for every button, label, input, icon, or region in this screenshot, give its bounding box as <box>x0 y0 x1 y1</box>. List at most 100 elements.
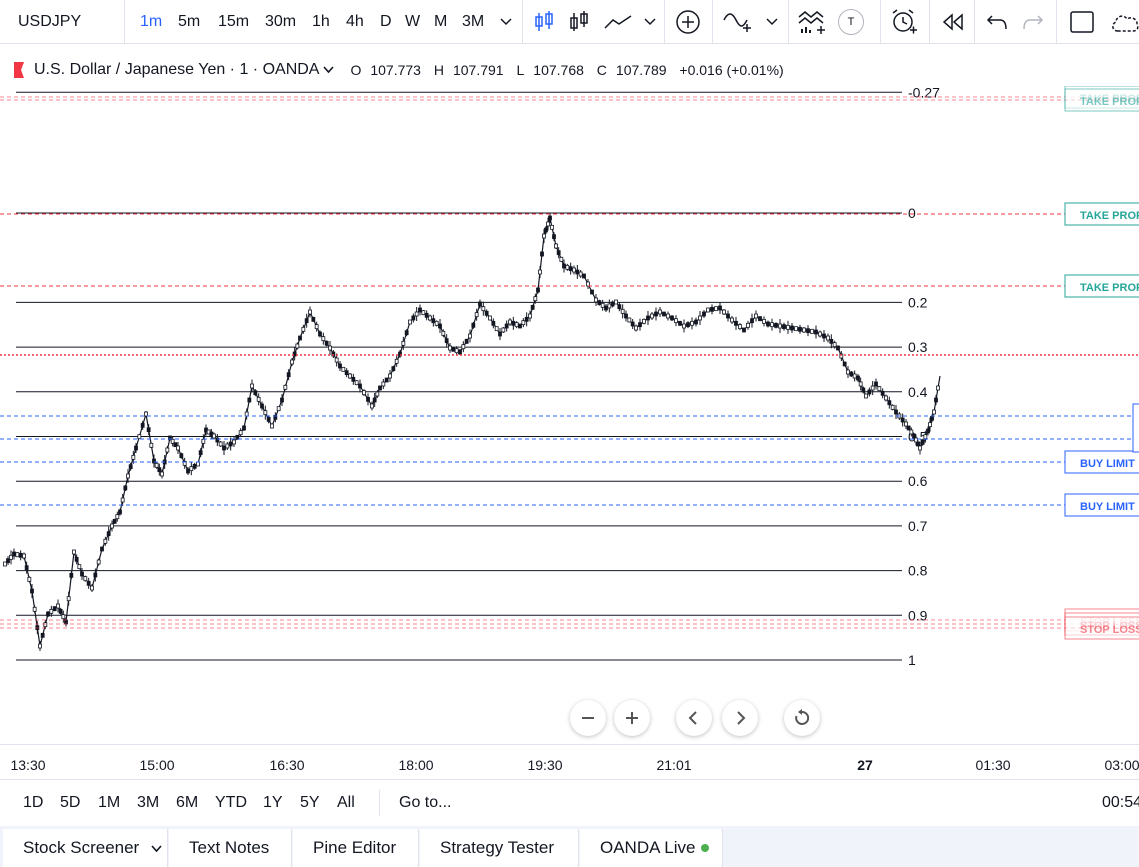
interval-5m[interactable]: 5m <box>178 13 201 30</box>
range-3m-button[interactable]: 3M <box>137 794 160 811</box>
interval-30m[interactable]: 30m <box>265 13 297 30</box>
indicators-icon[interactable] <box>675 0 701 44</box>
range-1d-button[interactable]: 1D <box>23 794 44 811</box>
tab-oanda-live[interactable]: OANDA Live <box>580 829 723 867</box>
candle-body <box>634 325 638 331</box>
interval-1h[interactable]: 1h <box>312 13 330 30</box>
chevron-down-icon[interactable] <box>500 0 512 44</box>
candle-body <box>654 311 658 317</box>
candle-body <box>115 514 120 520</box>
chevron-down-icon[interactable] <box>766 0 778 44</box>
candle-body <box>607 303 612 309</box>
candle-body <box>730 317 734 323</box>
undo-icon[interactable] <box>986 0 1008 44</box>
candle-body <box>215 437 220 443</box>
interval-3m[interactable]: 3M <box>462 13 485 30</box>
candle-body <box>861 387 866 393</box>
candle-body <box>638 322 642 328</box>
candle-body <box>590 289 594 295</box>
compare-icon[interactable] <box>723 0 753 44</box>
replay-icon[interactable] <box>940 0 966 44</box>
candle-body <box>890 404 895 410</box>
toolbar-divider <box>1056 0 1057 44</box>
fib-level-label: 0.2 <box>908 294 928 310</box>
tab-pine-editor[interactable]: Pine Editor <box>293 829 419 867</box>
interval-1m[interactable]: 1m <box>140 13 163 30</box>
scroll-left-button[interactable] <box>676 700 712 736</box>
goto-date-button[interactable]: Go to... <box>399 794 452 811</box>
range-ytd-button[interactable]: YTD <box>215 794 247 811</box>
candle-body <box>877 386 882 392</box>
interval-d[interactable]: D <box>380 13 392 30</box>
redo-icon[interactable] <box>1022 0 1044 44</box>
text-t-icon[interactable]: T <box>838 0 864 44</box>
candle-body <box>24 565 29 571</box>
symbol-search[interactable]: USDJPY <box>18 13 82 30</box>
candle-body <box>40 632 45 638</box>
cloud-icon[interactable] <box>1110 0 1139 44</box>
candle-body <box>170 438 175 444</box>
candle-body <box>518 323 522 329</box>
candle-body <box>758 316 762 322</box>
candle-body <box>620 308 625 314</box>
candle-body <box>814 329 818 335</box>
candle-body <box>458 349 462 355</box>
range-all-button[interactable]: All <box>337 794 355 811</box>
tab-label: Strategy Tester <box>440 838 555 857</box>
candle-body <box>18 552 23 558</box>
fib-level-label: 0.3 <box>908 339 928 355</box>
chevron-down-icon[interactable] <box>644 0 656 44</box>
candle-body <box>600 302 605 308</box>
time-axis[interactable]: 13:30 15:00 16:30 18:00 19:30 21:01 27 0… <box>0 744 1139 778</box>
rectangle-icon[interactable] <box>1069 0 1095 44</box>
chevron-down-icon[interactable] <box>323 61 335 79</box>
candle-body <box>256 396 261 402</box>
candle-body <box>198 450 203 456</box>
line-icon[interactable] <box>604 0 632 44</box>
strategy-icon[interactable] <box>797 0 827 44</box>
candle-body <box>176 445 180 451</box>
candle-body <box>9 554 13 560</box>
chevron-down-icon[interactable] <box>151 838 162 858</box>
time-tick: 15:00 <box>139 757 175 773</box>
bars-icon[interactable] <box>534 0 554 44</box>
reset-chart-button[interactable] <box>784 700 820 736</box>
zoom-out-button[interactable] <box>570 700 606 736</box>
flag-icon[interactable] <box>14 62 24 78</box>
candle-body <box>928 422 932 428</box>
candle-body <box>818 331 822 337</box>
range-1m-button[interactable]: 1M <box>98 794 121 811</box>
candle-body <box>86 580 91 586</box>
alert-clock-icon[interactable] <box>890 0 918 44</box>
candle-body <box>678 320 682 326</box>
candle-body <box>778 323 782 329</box>
candles-icon[interactable] <box>569 0 589 44</box>
interval-m[interactable]: M <box>434 13 448 30</box>
interval-4h[interactable]: 4h <box>346 13 364 30</box>
range-6m-button[interactable]: 6M <box>176 794 199 811</box>
candle-body <box>140 422 145 428</box>
tab-text-notes[interactable]: Text Notes <box>169 829 292 867</box>
candle-body <box>710 306 714 312</box>
candle-body <box>321 336 326 342</box>
candle-body <box>192 463 197 469</box>
range-5y-button[interactable]: 5Y <box>300 794 320 811</box>
candle-body <box>444 338 449 344</box>
interval-w[interactable]: W <box>405 13 421 30</box>
candle-body <box>106 531 111 537</box>
candle-body <box>331 351 336 357</box>
symbol-title[interactable]: U.S. Dollar / Japanese Yen · 1 · OANDA <box>34 61 320 78</box>
zoom-in-button[interactable] <box>614 700 650 736</box>
scroll-right-button[interactable] <box>722 700 758 736</box>
range-1y-button[interactable]: 1Y <box>263 794 283 811</box>
clock-display[interactable]: 00:54 <box>1102 794 1139 811</box>
tab-strategy-tester[interactable]: Strategy Tester <box>420 829 579 867</box>
range-5d-button[interactable]: 5D <box>60 794 81 811</box>
tab-stock-screener[interactable]: Stock Screener <box>3 829 168 867</box>
time-tick-day: 27 <box>857 757 873 773</box>
interval-15m[interactable]: 15m <box>218 13 250 30</box>
candle-body <box>829 338 834 344</box>
candle-body <box>189 466 194 472</box>
